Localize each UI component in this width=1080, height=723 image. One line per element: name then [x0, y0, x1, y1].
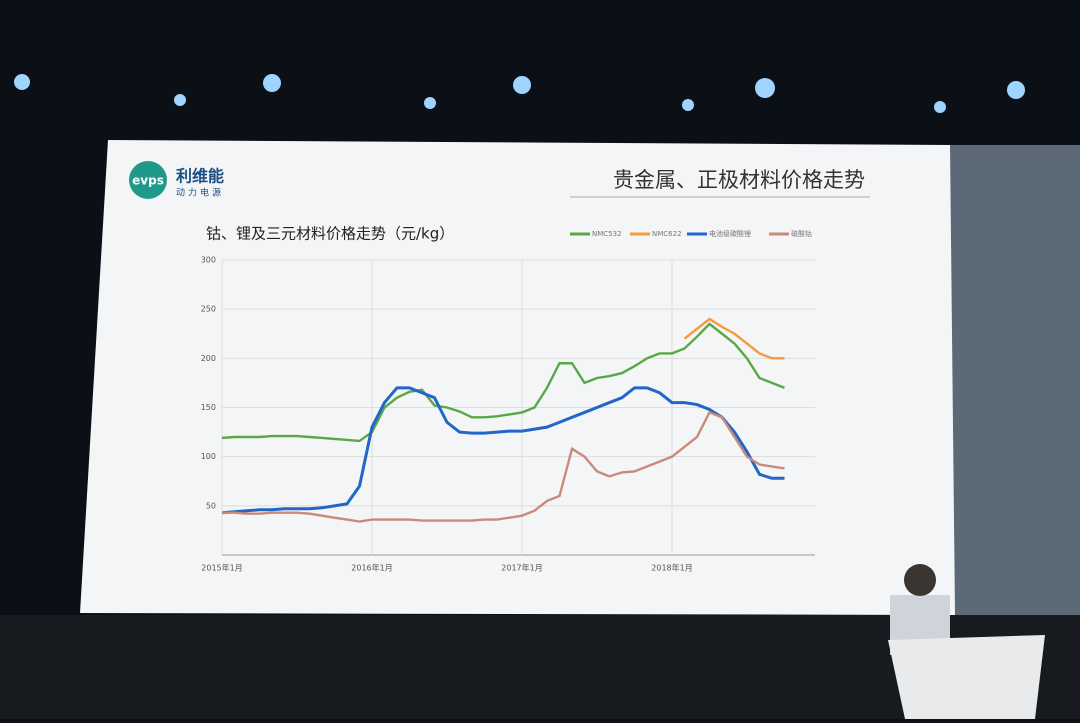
series-line: [683, 317, 785, 360]
x-tick-label: 2018年1月: [651, 563, 692, 573]
brand-sub: 动力电源: [176, 187, 224, 199]
y-tick-label: 200: [201, 354, 216, 363]
stage-lights: [14, 74, 1025, 113]
y-tick-label: 100: [201, 452, 216, 461]
legend-label: NMC622: [652, 230, 682, 238]
slide-title: 贵金属、正极材料价格走势: [613, 168, 865, 192]
legend-label: 硫酸钴: [791, 229, 812, 238]
brand: 利维能: [176, 167, 224, 186]
x-tick-label: 2015年1月: [201, 563, 242, 573]
legend-label: 电池级碳酸锂: [709, 229, 751, 238]
slide: [80, 140, 955, 615]
x-tick-label: 2017年1月: [501, 563, 542, 573]
chart: 50 100 150 200 250 300 2015年1月 2016年1月 2017年1月 20…: [201, 229, 815, 573]
side-screen: [930, 145, 1080, 615]
y-tick-label: 250: [201, 305, 216, 314]
speaker-head: [904, 564, 936, 596]
y-tick-label: 150: [201, 403, 216, 412]
x-tick-label: 2016年1月: [351, 563, 392, 573]
series-line: [221, 322, 785, 443]
legend-label: NMC532: [592, 230, 622, 238]
y-tick-label: 300: [201, 256, 216, 265]
podium: [888, 635, 1045, 719]
series-line: [221, 386, 785, 515]
logo-icon: [129, 161, 167, 199]
chart-title: 钴、锂及三元材料价格走势（元/kg）: [206, 225, 454, 243]
series-line: [222, 410, 785, 523]
y-tick-label: 50: [206, 501, 216, 510]
logo-text: evps: [132, 174, 164, 188]
